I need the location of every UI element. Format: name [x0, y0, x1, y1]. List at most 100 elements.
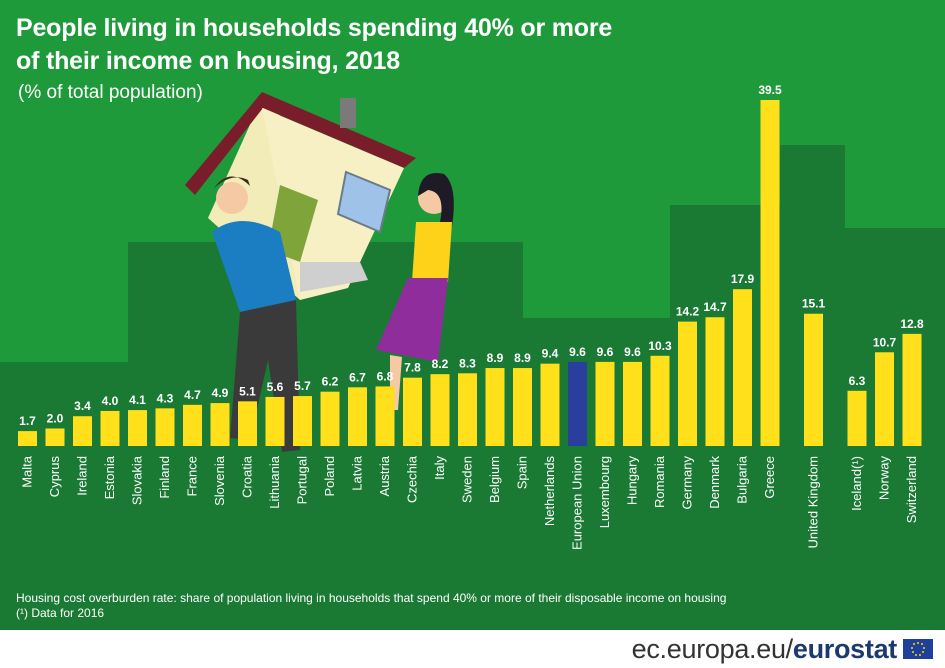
value-label-slovakia: 4.1: [129, 393, 146, 407]
woman-skirt: [376, 278, 448, 362]
category-label-poland: Poland: [322, 456, 337, 496]
bar-slovakia: [128, 410, 147, 446]
chart-subtitle: (% of total population): [18, 82, 203, 103]
category-label-bulgaria: Bulgaria: [735, 455, 750, 503]
house-steps: [300, 262, 368, 292]
bar-austria: [375, 386, 395, 446]
bar-united-kingdom: [804, 313, 823, 446]
category-label-romania: Romania: [652, 455, 667, 508]
value-label-bulgaria: 17.9: [731, 272, 755, 286]
bar-malta: [18, 431, 37, 446]
eurostat-url[interactable]: ec.europa.eu/eurostat: [631, 634, 898, 665]
category-label-cyprus: Cyprus: [47, 456, 62, 498]
chart-title-line2: of their income on housing, 2018: [16, 47, 400, 75]
category-label-estonia: Estonia: [102, 455, 117, 499]
value-label-lithuania: 5.6: [267, 380, 284, 394]
value-label-netherlands: 9.4: [542, 347, 559, 361]
bar-latvia: [348, 387, 367, 446]
category-label-belgium: Belgium: [487, 456, 502, 503]
bar-belgium: [485, 368, 505, 446]
couple-carrying-house-illustration: [185, 92, 454, 452]
category-label-hungary: Hungary: [625, 456, 640, 506]
bar-czechia: [403, 377, 422, 446]
category-label-czechia: Czechia: [405, 455, 420, 503]
eu-flag-icon: [903, 639, 933, 659]
value-label-estonia: 4.0: [102, 394, 119, 408]
chart-panel: 1.7 2.0 3.4 4.0 4.1 4.3 4.7 4.9 5.1 5.6 5.7 6.2 6.7 6…: [0, 0, 945, 630]
bar-european-union: [568, 361, 587, 446]
category-label-slovakia: Slovakia: [130, 455, 145, 505]
category-label-ireland: Ireland: [75, 456, 90, 496]
footnote: Housing cost overburden rate: share of p…: [16, 591, 726, 621]
category-label-luxembourg: Luxembourg: [597, 456, 612, 528]
category-label-sweden: Sweden: [460, 456, 475, 503]
woman-hair: [418, 172, 454, 226]
category-label-greece: Greece: [762, 456, 777, 499]
category-label-netherlands: Netherlands: [542, 456, 557, 527]
brand-text: eurostat: [792, 634, 897, 664]
bar-greece: [760, 100, 780, 446]
value-label-luxembourg: 9.6: [597, 345, 614, 359]
domain-text: ec.europa.eu/: [631, 634, 794, 664]
bar-italy: [430, 374, 450, 446]
value-label-czechia: 7.8: [404, 361, 421, 375]
category-label-spain: Spain: [515, 456, 530, 489]
bar-romania: [650, 355, 670, 446]
value-label-germany: 14.2: [676, 305, 700, 319]
bar-hungary: [623, 361, 642, 446]
bar-ireland: [73, 416, 92, 446]
category-label-germany: Germany: [680, 456, 695, 510]
value-label-sweden: 8.3: [459, 356, 476, 370]
category-label-norway: Norway: [877, 456, 892, 501]
value-label-cyprus: 2.0: [47, 411, 64, 425]
bar-croatia: [238, 401, 257, 446]
bar-germany: [678, 321, 697, 446]
bar-finland: [155, 408, 175, 446]
value-label-iceland: 6.3: [849, 374, 866, 388]
value-label-switzerland: 12.8: [900, 317, 924, 331]
footnote-note: (¹) Data for 2016: [16, 606, 105, 620]
value-label-european-union: 9.6: [569, 345, 586, 359]
bar-netherlands: [540, 363, 560, 446]
footnote-definition: Housing cost overburden rate: share of p…: [16, 591, 727, 605]
value-label-france: 4.7: [184, 388, 201, 402]
bar-france: [183, 404, 202, 446]
bar-chart: 1.7 2.0 3.4 4.0 4.1 4.3 4.7 4.9 5.1 5.6 5.7 6.2 6.7 6…: [0, 83, 945, 630]
category-label-portugal: Portugal: [295, 456, 310, 505]
bar-slovenia: [210, 403, 230, 446]
value-label-austria: 6.8: [377, 369, 394, 383]
category-label-croatia: Croatia: [240, 455, 255, 498]
chart-title-line1: People living in households spending 40%…: [16, 14, 613, 42]
value-label-denmark: 14.7: [703, 300, 727, 314]
value-label-greece: 39.5: [758, 83, 782, 97]
category-label-united-kingdom: United Kingdom: [806, 456, 821, 549]
value-label-spain: 8.9: [514, 351, 531, 365]
value-label-norway: 10.7: [873, 335, 897, 349]
house-window: [336, 170, 392, 234]
man-head: [216, 182, 248, 214]
category-label-finland: Finland: [157, 456, 172, 499]
man-shirt: [212, 221, 296, 312]
category-label-malta: Malta: [20, 455, 35, 488]
category-label-denmark: Denmark: [707, 456, 722, 509]
category-label-latvia: Latvia: [350, 455, 365, 490]
value-labels: 1.7 2.0 3.4 4.0 4.1 4.3 4.7 4.9 5.1 5.6 5.7 6.2 6.7 6…: [19, 83, 924, 428]
category-label-austria: Austria: [377, 455, 392, 496]
value-label-portugal: 5.7: [294, 379, 311, 393]
eu-stars-icon: [911, 642, 925, 656]
value-label-italy: 8.2: [432, 357, 449, 371]
bar-spain: [513, 368, 532, 446]
category-label-iceland: Iceland(¹): [849, 456, 864, 511]
bar-iceland: [847, 390, 867, 446]
bar-sweden: [458, 373, 477, 446]
chart-title: People living in households spending 40%…: [16, 12, 612, 78]
man-hair: [214, 176, 250, 188]
bar-poland: [320, 391, 340, 446]
bar-cyprus: [45, 428, 65, 446]
value-label-croatia: 5.1: [239, 384, 256, 398]
value-label-malta: 1.7: [19, 414, 36, 428]
value-label-finland: 4.3: [157, 391, 174, 405]
bar-estonia: [100, 410, 120, 446]
value-label-romania: 10.3: [648, 339, 672, 353]
